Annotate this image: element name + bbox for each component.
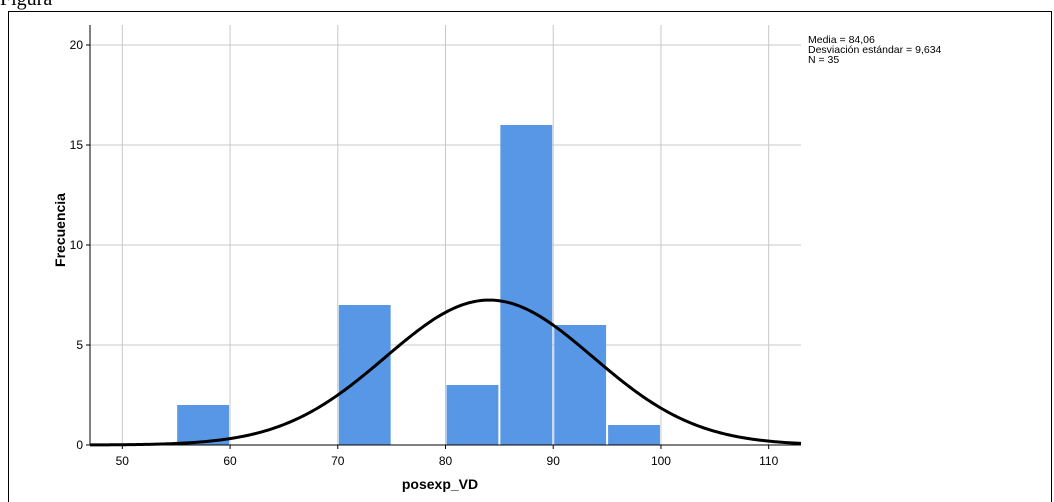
chart-frame xyxy=(8,11,1052,502)
y-tick-label: 15 xyxy=(70,138,84,152)
y-tick-label: 20 xyxy=(70,38,84,52)
y-axis-label: Frecuencia xyxy=(52,193,68,267)
stat-n: N = 35 xyxy=(808,54,840,66)
x-tick-label: 80 xyxy=(439,454,453,468)
histogram-bar xyxy=(554,325,607,445)
stat-mean: Media = 84,06 xyxy=(808,34,875,46)
histogram-bar xyxy=(608,425,660,445)
x-tick-label: 110 xyxy=(759,454,778,468)
x-tick-label: 60 xyxy=(223,454,237,468)
stat-std: Desviación estándar = 9,634 xyxy=(808,44,942,56)
y-tick-label: 10 xyxy=(70,238,84,252)
stats-box: Media = 84,06 Desviación estándar = 9,63… xyxy=(808,34,942,66)
x-tick-label: 70 xyxy=(331,454,345,468)
x-tick-label: 90 xyxy=(547,454,561,468)
y-tick-label: 0 xyxy=(76,438,83,452)
histogram-bar xyxy=(177,405,230,445)
histogram-bar xyxy=(500,125,553,445)
histogram-bar xyxy=(446,385,499,445)
normal-curve xyxy=(89,298,802,447)
x-tick-label: 50 xyxy=(116,454,130,468)
y-tick-label: 5 xyxy=(76,338,83,352)
x-tick-label: 100 xyxy=(651,454,671,468)
x-axis-label: posexp_VD xyxy=(401,476,479,492)
figure-caption: Figura xyxy=(0,0,52,11)
